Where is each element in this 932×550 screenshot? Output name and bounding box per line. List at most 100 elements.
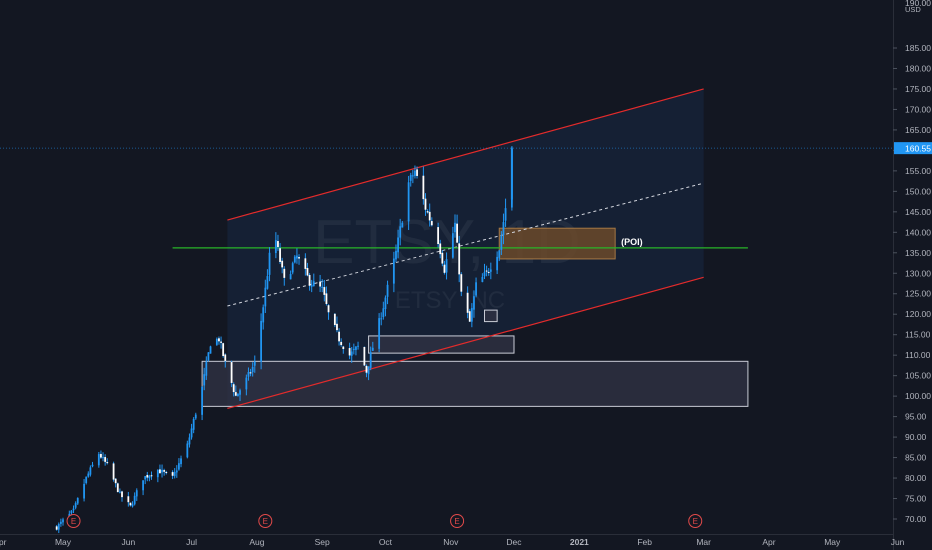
candle-body (451, 233, 454, 258)
candle-body (245, 377, 248, 390)
support-zone-0[interactable] (201, 360, 749, 407)
candle-body (319, 281, 322, 287)
candle-body (102, 457, 104, 459)
candle-body (260, 320, 263, 362)
support-zone-1[interactable] (368, 335, 515, 354)
price-axis[interactable]: USD 70.00 75.00 80.00 85.00 90.00 95.00 100.00 1… (893, 0, 932, 550)
candle-body (237, 393, 239, 397)
time-tick-label: Dec (506, 537, 522, 547)
candle-body (178, 463, 180, 470)
candle-body (338, 331, 340, 342)
candle-body (289, 273, 292, 280)
candle-body (487, 271, 490, 273)
candle-body (190, 428, 193, 438)
price-tick-label: 155.00 (905, 166, 931, 176)
candle-body (129, 502, 132, 506)
candle-body (500, 235, 503, 250)
candle-body (352, 348, 355, 350)
price-tick-label: 180.00 (905, 63, 931, 73)
candle-body (382, 308, 385, 318)
candle-body (325, 293, 328, 304)
candle-body (458, 243, 461, 275)
time-tick-label: Sep (315, 537, 330, 547)
channel-median-line[interactable] (227, 182, 704, 307)
candle-body (365, 365, 368, 373)
candle-body (306, 268, 309, 276)
price-tick-label: 140.00 (905, 227, 931, 237)
candle-body (207, 352, 210, 361)
candle-body (456, 223, 458, 243)
candle-body (439, 243, 442, 255)
channel-upper-line[interactable] (227, 88, 704, 221)
candle-body (251, 366, 254, 373)
earnings-marker[interactable] (688, 514, 703, 528)
last-price-badge[interactable] (894, 142, 932, 155)
candle-body (232, 384, 235, 393)
candle-body (91, 464, 94, 467)
price-tick-label: 150.00 (905, 186, 931, 196)
candle-body (279, 248, 281, 263)
candle-body (131, 504, 134, 507)
drawing-lines[interactable] (172, 88, 748, 409)
support-zone-2[interactable] (483, 309, 498, 323)
candle-body (407, 182, 410, 222)
candle-body (262, 307, 265, 323)
candle-body (401, 222, 404, 228)
candle-body (100, 453, 102, 458)
zones-layer[interactable]: (POI) (201, 227, 749, 407)
earnings-marker[interactable] (258, 514, 273, 528)
poi-label: (POI) (621, 237, 643, 247)
candle-body (274, 240, 277, 254)
candle-body (224, 354, 227, 361)
candle-body (119, 491, 121, 493)
candle-body (367, 366, 370, 375)
candle-body (203, 374, 206, 386)
candle-body (188, 437, 191, 445)
time-tick-label: Feb (637, 537, 652, 547)
price-tick-label: 165.00 (905, 125, 931, 135)
candle-body (283, 268, 286, 278)
candle-body (323, 287, 326, 295)
candle-body (161, 469, 163, 473)
candle-body (312, 281, 315, 287)
candle-body (55, 526, 58, 530)
candle-body (399, 226, 402, 238)
candle-body (268, 252, 271, 275)
earnings-marker[interactable] (450, 514, 465, 528)
currency-label: USD (905, 5, 921, 14)
candle-body (70, 510, 73, 514)
price-tick-label: 135.00 (905, 248, 931, 258)
candle-body (85, 476, 88, 484)
candle-body (281, 260, 284, 268)
candle-body (249, 372, 252, 374)
candle-body (363, 346, 366, 366)
price-tick-label: 145.00 (905, 207, 931, 217)
price-tick-label: 80.00 (905, 473, 927, 483)
candle-body (222, 343, 225, 357)
candle-body (304, 258, 307, 269)
time-axis[interactable]: Apr May Jun Jul Aug Sep Oct Nov Dec 2021 Feb Mar Apr… (0, 534, 905, 550)
candle-body (350, 351, 353, 356)
candle-body (504, 208, 507, 221)
candle-body (121, 491, 123, 498)
candle-body (247, 372, 250, 377)
poi-zone[interactable] (498, 227, 616, 260)
candle-body (481, 276, 484, 283)
candle-body (470, 308, 473, 322)
candle-body (485, 270, 488, 272)
price-tick-label: 185.00 (905, 43, 931, 53)
earnings-marker[interactable] (66, 514, 81, 528)
channel-lower-line[interactable] (227, 276, 704, 409)
candle-body (422, 175, 425, 200)
candle-body (386, 284, 389, 297)
candle-body (348, 348, 351, 356)
candle-body (355, 346, 357, 350)
candle-body (230, 362, 233, 383)
candle-body (333, 313, 336, 326)
time-tick-label: 2021 (570, 537, 589, 547)
candle-body (342, 346, 345, 350)
candle-body (218, 338, 220, 342)
